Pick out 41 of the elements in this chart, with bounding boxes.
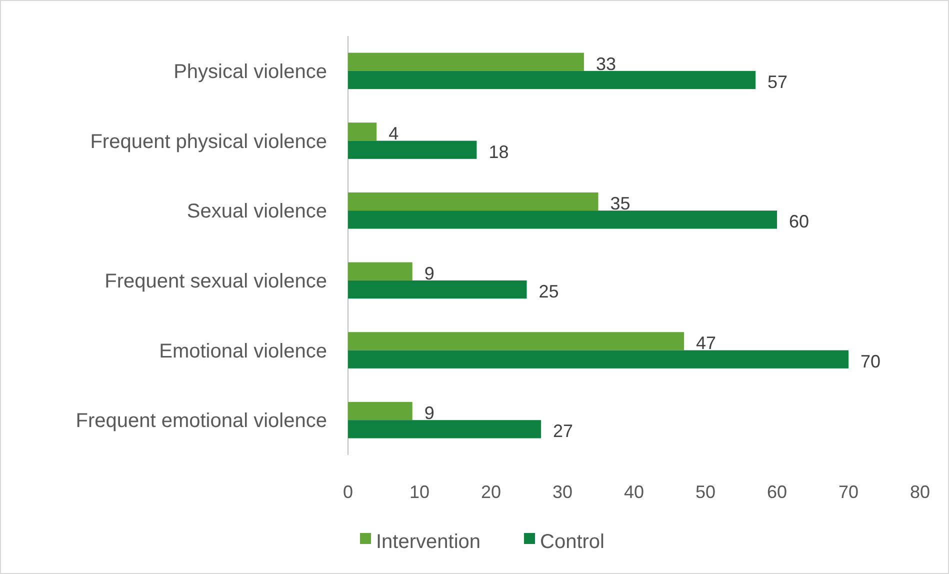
data-label: 9: [424, 403, 434, 424]
x-tick-label: 20: [480, 482, 502, 502]
x-tick-label: 50: [695, 482, 716, 502]
y-tick-label: Emotional violence: [159, 340, 327, 362]
bar: [348, 332, 684, 350]
bar: [348, 420, 542, 438]
x-tick-label: 30: [552, 482, 573, 502]
data-label: 70: [860, 351, 881, 372]
data-label: 35: [610, 194, 630, 214]
y-tick-label: Frequent sexual violence: [104, 270, 327, 292]
data-label: 27: [553, 421, 574, 442]
x-tick-label: 70: [838, 482, 859, 502]
bar: [348, 122, 377, 141]
data-label: 33: [596, 54, 616, 74]
bar: [348, 350, 848, 368]
y-tick-label: Physical violence: [174, 60, 327, 83]
bar: [348, 70, 756, 90]
data-label: 4: [388, 124, 399, 144]
y-tick-label: Frequent emotional violence: [76, 410, 327, 432]
data-label: 25: [538, 281, 559, 302]
x-tick-label: 40: [624, 482, 644, 502]
x-tick-label: 80: [910, 482, 930, 502]
y-tick-label: Frequent physical violence: [90, 130, 327, 153]
x-tick-label: 60: [766, 482, 788, 502]
bar: [348, 210, 777, 229]
legend-label: Intervention: [376, 531, 481, 553]
y-tick-label: Sexual violence: [186, 200, 327, 223]
x-tick-label: 10: [409, 482, 430, 502]
legend-label: Control: [540, 531, 604, 553]
data-label: 57: [768, 72, 788, 92]
data-label: 47: [696, 333, 716, 354]
data-label: 9: [424, 263, 434, 284]
bar: [348, 52, 584, 71]
bar: [348, 262, 412, 280]
bar: [348, 402, 412, 420]
x-tick-label: 0: [342, 482, 354, 502]
bar: [348, 280, 527, 299]
bar: [348, 140, 477, 159]
data-label: 18: [488, 142, 509, 162]
data-label: 60: [789, 212, 810, 232]
bar: [348, 192, 598, 211]
